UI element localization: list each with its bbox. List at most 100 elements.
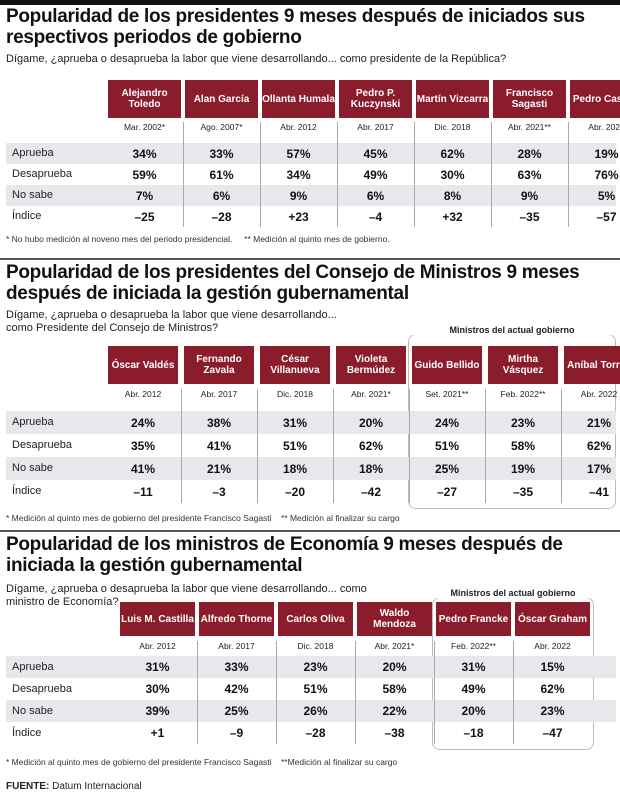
row-label: Aprueba [12,147,54,159]
table-cell: 31% [282,416,308,430]
column-date: Abr. 2022 [588,122,620,132]
table-cell: 18% [282,462,308,476]
survey-question: Dígame, ¿aprueba o desaprueba la labor q… [6,583,367,608]
table-row [6,185,616,206]
column-header: César Villanueva [260,346,330,384]
column-header-name: Pedro Castillo [572,93,620,105]
table-cell: 62% [540,682,565,696]
column-header-name: Alejandro Toledo [121,88,168,110]
column-divider [181,389,182,503]
table-cell: –47 [542,726,563,740]
column-header-name: Pedro Francke [438,613,509,625]
table-cell: 21% [206,462,232,476]
column-divider [513,641,514,744]
column-header: Alan García [185,80,258,118]
column-header-name: Mirtha Vásquez [502,354,544,376]
table-cell: 24% [130,416,156,430]
table-cell: –4 [368,210,383,224]
table-cell: 8% [443,189,462,203]
column-header-name: Luis M. Castilla [121,613,194,625]
column-divider [333,389,334,503]
table-cell: 45% [363,147,388,161]
column-header-name: Fernando Zavala [196,354,242,376]
column-date: Abr. 2017 [357,122,394,132]
table-cell: 62% [440,147,465,161]
table-cell: 9% [520,189,539,203]
section-title: Popularidad de los ministros de Economía… [6,534,563,576]
footnote: * Medición al quinto mes de gobierno del… [6,757,398,767]
table-cell: –42 [360,485,382,499]
table-cell: –41 [588,485,610,499]
source-text: Datum Internacional [52,781,142,792]
column-divider [485,389,486,503]
column-header-name: Pedro P. Kuczynski [350,88,401,110]
column-date: Abr. 2012 [124,389,162,399]
column-divider [276,641,277,744]
table-cell: 63% [517,168,542,182]
column-header: Carlos Oliva [278,602,353,636]
table-cell: 51% [434,439,460,453]
table-cell: 34% [286,168,311,182]
column-header-name: Carlos Oliva [286,613,345,625]
table-cell: 58% [382,682,407,696]
column-header: Pedro Francke [436,602,511,636]
table-cell: 42% [224,682,249,696]
table-cell: 30% [145,682,170,696]
top-rule [0,0,620,5]
table-row [6,411,616,434]
table-cell: 33% [224,660,249,674]
column-divider [183,122,184,227]
table-cell: 51% [282,439,308,453]
table-cell: 20% [382,660,407,674]
column-header: Fernando Zavala [184,346,254,384]
column-header: Óscar Valdés [108,346,178,384]
row-label: Índice [12,485,42,497]
table-cell: +32 [442,210,463,224]
column-header-name: Francisco Sagasti [505,88,554,110]
table-cell: 6% [212,189,231,203]
table-cell: 33% [209,147,234,161]
table-cell: 25% [224,704,249,718]
table-cell: 23% [510,416,536,430]
table-cell: 49% [461,682,486,696]
row-label: Desaprueba [12,439,72,451]
row-label: Índice [12,210,42,222]
table-cell: 7% [135,189,154,203]
column-header: Ollanta Humala [262,80,335,118]
column-divider [355,641,356,744]
column-date: Abr. 2021* [351,389,391,399]
column-header: Aníbal Torres [564,346,620,384]
column-header-name: Ollanta Humala [262,93,335,105]
row-label: No sabe [12,189,53,201]
table-cell: 19% [594,147,619,161]
table-cell: 23% [303,660,328,674]
table-row [6,143,616,164]
table-cell: 35% [130,439,156,453]
section-separator [0,258,620,260]
column-header: Francisco Sagasti [493,80,566,118]
table-cell: 31% [145,660,170,674]
table-cell: 39% [145,704,170,718]
table-cell: 31% [461,660,486,674]
survey-question: Dígame, ¿aprueba o desaprueba la labor q… [6,53,507,65]
table-cell: 22% [382,704,407,718]
column-header-name: Aníbal Torres [567,359,620,371]
table-cell: –28 [305,726,326,740]
table-cell: –35 [519,210,540,224]
column-header: Pedro P. Kuczynski [339,80,412,118]
column-header: Alejandro Toledo [108,80,181,118]
table-cell: 57% [286,147,311,161]
row-label: No sabe [12,462,53,474]
table-cell: 41% [206,439,232,453]
table-cell: +1 [150,726,165,740]
table-cell: 23% [540,704,565,718]
table-cell: 62% [358,439,384,453]
table-cell: 61% [209,168,234,182]
column-divider [568,122,569,227]
column-header-name: Alfredo Thorne [200,613,273,625]
column-divider [491,122,492,227]
table-cell: 20% [461,704,486,718]
column-divider [197,641,198,744]
table-row [6,700,616,722]
column-header: Óscar Graham [515,602,590,636]
